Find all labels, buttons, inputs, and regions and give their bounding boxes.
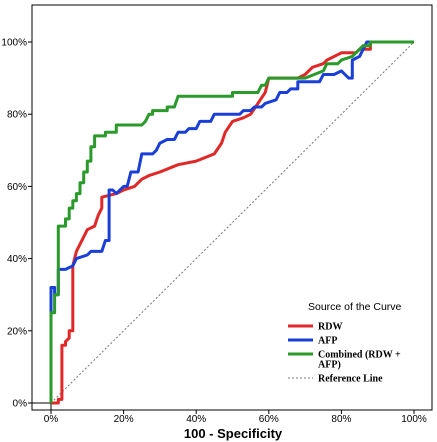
x-tick-label: 100% [401,414,427,425]
y-tick-label: 0% [13,399,28,410]
x-tick-label: 60% [259,414,279,425]
series-line-afp [49,40,414,403]
legend-label-rdw: RDW [318,322,342,333]
legend-label-afp: AFP [318,336,337,347]
y-tick-label: 80% [7,110,27,121]
y-tick-label: 40% [7,254,27,265]
series-layer [49,40,415,405]
legend-title: Source of the Curve [308,301,402,313]
legend-label-reference-line: Reference Line [318,374,383,385]
x-tick-label: 0% [44,414,59,425]
y-tick-label: 20% [7,326,27,337]
series-line-combined-rdw-afp [49,40,414,403]
plot-frame [31,4,433,411]
y-tick-label: 60% [7,182,27,193]
y-axis-ticks: 0% 20% 40% 60% 80% 100% [1,38,32,410]
x-axis-title: 100 - Specificity [184,426,283,441]
x-tick-label: 40% [186,414,206,425]
x-axis-ticks: 0% 20% 40% 60% 80% 100% [44,410,427,425]
y-tick-label: 100% [1,38,27,49]
legend-label-combined-rdw-afp: Combined (RDW + AFP) [318,350,403,371]
x-tick-label: 20% [114,414,134,425]
x-tick-label: 80% [331,414,351,425]
series-line-rdw [51,40,414,405]
legend: Source of the Curve RDW AFP Combined (RDW … [288,301,403,385]
series-line-reference-line [50,41,415,404]
